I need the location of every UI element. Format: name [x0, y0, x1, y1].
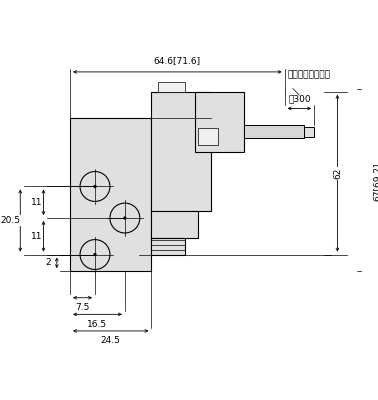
Text: 11: 11: [31, 198, 43, 207]
Bar: [152, 238, 184, 254]
Bar: [70, 118, 152, 271]
Bar: [245, 125, 304, 138]
Bar: [304, 127, 314, 137]
Bar: [152, 211, 198, 238]
Text: 2: 2: [46, 258, 51, 267]
Circle shape: [124, 217, 126, 219]
Text: 24.5: 24.5: [101, 336, 121, 345]
Circle shape: [94, 254, 96, 256]
Text: 16.5: 16.5: [87, 320, 108, 329]
Text: 67[69.2]: 67[69.2]: [373, 162, 378, 201]
Text: 約300: 約300: [288, 94, 311, 103]
Bar: [158, 82, 184, 92]
Text: 20.5: 20.5: [0, 216, 20, 225]
Circle shape: [94, 186, 96, 188]
Bar: [198, 128, 218, 145]
Text: 11: 11: [31, 232, 43, 241]
Text: 7.5: 7.5: [75, 303, 90, 312]
Bar: [152, 92, 211, 211]
Text: 62: 62: [333, 168, 342, 179]
Text: （リード線長さ）: （リード線長さ）: [288, 71, 331, 80]
Bar: [195, 92, 245, 152]
Text: 64.6[71.6]: 64.6[71.6]: [154, 56, 201, 65]
